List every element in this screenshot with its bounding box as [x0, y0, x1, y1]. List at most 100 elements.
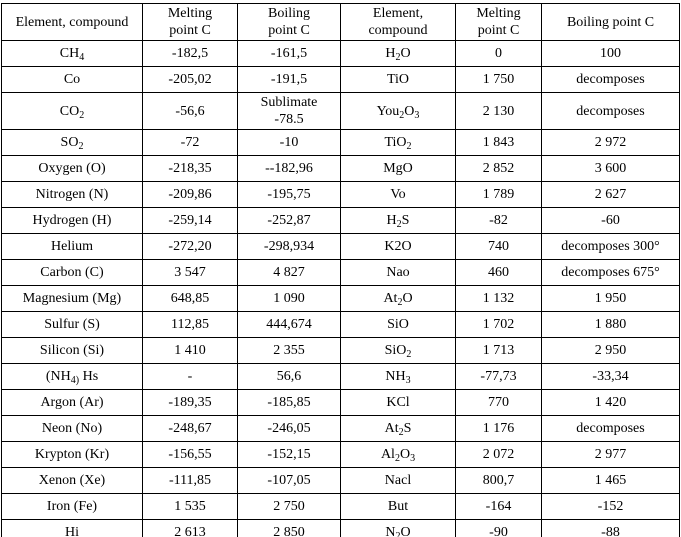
- table-row: Carbon (C) 3 547 4 827 Nao 460 decomposes 675…: [1, 259, 680, 286]
- table-row: Oxygen (O) -218,35 --182,96 MgO 2 852 3 600: [1, 155, 680, 182]
- boiling-point-cell: -195,75: [237, 181, 341, 208]
- melting-point-cell: 800,7: [455, 467, 542, 494]
- table-row: Argon (Ar) -189,35 -185,85 KCl 770 1 420: [1, 389, 680, 416]
- table-body: CH4 -182,5 -161,5 H2O 0 100 Co -205,02 -191,5 TiO…: [1, 40, 680, 537]
- melting-point-cell: -56,6: [142, 92, 238, 130]
- boiling-point-cell: 56,6: [237, 363, 341, 390]
- melting-point-cell: 0: [455, 40, 542, 67]
- column-header: Melting point C: [142, 3, 238, 41]
- element-cell: SO2: [1, 129, 143, 156]
- element-cell: N2O: [340, 519, 456, 537]
- boiling-point-cell: 2 750: [237, 493, 341, 520]
- element-cell: Al2O3: [340, 441, 456, 468]
- melting-point-cell: 1 410: [142, 337, 238, 364]
- melting-point-cell: 1 535: [142, 493, 238, 520]
- element-cell: Nitrogen (N): [1, 181, 143, 208]
- boiling-point-cell: decomposes: [541, 415, 680, 442]
- table-row: Krypton (Kr) -156,55 -152,15 Al2O3 2 072 2 97…: [1, 441, 680, 468]
- melting-point-cell: -111,85: [142, 467, 238, 494]
- element-cell: KCl: [340, 389, 456, 416]
- boiling-point-cell: 2 972: [541, 129, 680, 156]
- column-header: Element, compound: [340, 3, 456, 41]
- melting-point-cell: 1 750: [455, 66, 542, 93]
- boiling-point-cell: -185,85: [237, 389, 341, 416]
- melting-point-cell: -259,14: [142, 207, 238, 234]
- element-cell: Nacl: [340, 467, 456, 494]
- boiling-point-cell: -191,5: [237, 66, 341, 93]
- element-cell: TiO2: [340, 129, 456, 156]
- table-row: Hydrogen (H) -259,14 -252,87 H2S -82 -60: [1, 207, 680, 234]
- boiling-point-cell: -88: [541, 519, 680, 537]
- element-cell: Helium: [1, 233, 143, 260]
- melting-point-cell: -218,35: [142, 155, 238, 182]
- table-row: Silicon (Si) 1 410 2 355 SiO2 1 713 2 950: [1, 337, 680, 364]
- melting-point-cell: -248,67: [142, 415, 238, 442]
- melting-point-cell: 770: [455, 389, 542, 416]
- table-row: Helium -272,20 -298,934 K2O 740 decomposes 30…: [1, 233, 680, 260]
- boiling-point-cell: -298,934: [237, 233, 341, 260]
- boiling-point-cell: 2 977: [541, 441, 680, 468]
- boiling-point-cell: -33,34: [541, 363, 680, 390]
- boiling-point-cell: 444,674: [237, 311, 341, 338]
- element-cell: At2O: [340, 285, 456, 312]
- element-cell: SiO2: [340, 337, 456, 364]
- table-row: Nitrogen (N) -209,86 -195,75 Vo 1 789 2 627: [1, 181, 680, 208]
- element-cell: Vo: [340, 181, 456, 208]
- element-cell: Neon (No): [1, 415, 143, 442]
- table-row: Iron (Fe) 1 535 2 750 But -164 -152: [1, 493, 680, 520]
- boiling-point-cell: 4 827: [237, 259, 341, 286]
- melting-point-cell: -209,86: [142, 181, 238, 208]
- table-row: Magnesium (Mg) 648,85 1 090 At2O 1 132 1 950: [1, 285, 680, 312]
- element-cell: CO2: [1, 92, 143, 130]
- element-cell: H2O: [340, 40, 456, 67]
- melting-point-cell: -82: [455, 207, 542, 234]
- melting-point-cell: 740: [455, 233, 542, 260]
- table-row: Neon (No) -248,67 -246,05 At2S 1 176 decompos…: [1, 415, 680, 442]
- melting-point-cell: 1 702: [455, 311, 542, 338]
- element-cell: Krypton (Kr): [1, 441, 143, 468]
- element-cell: (NH4) Hs: [1, 363, 143, 390]
- element-cell: Argon (Ar): [1, 389, 143, 416]
- melting-point-cell: 460: [455, 259, 542, 286]
- melting-point-cell: 1 176: [455, 415, 542, 442]
- element-cell: Silicon (Si): [1, 337, 143, 364]
- boiling-point-cell: 1 950: [541, 285, 680, 312]
- table-row: CO2 -56,6 Sublimate -78.5 You2O3 2 130 decomp…: [1, 92, 680, 130]
- table-row: Xenon (Xe) -111,85 -107,05 Nacl 800,7 1 465: [1, 467, 680, 494]
- column-header: Boiling point C: [237, 3, 341, 41]
- element-cell: Sulfur (S): [1, 311, 143, 338]
- element-cell: But: [340, 493, 456, 520]
- table-row: (NH4) Hs -56,6 NH3 -77,73 -33,34: [1, 363, 680, 390]
- table-row: CH4 -182,5 -161,5 H2O 0 100: [1, 40, 680, 67]
- melting-point-cell: 112,85: [142, 311, 238, 338]
- melting-point-cell: -182,5: [142, 40, 238, 67]
- element-cell: Hi: [1, 519, 143, 537]
- boiling-point-cell: -152: [541, 493, 680, 520]
- element-cell: SiO: [340, 311, 456, 338]
- boiling-point-cell: 2 355: [237, 337, 341, 364]
- table-row: Sulfur (S) 112,85 444,674 SiO 1 702 1 880: [1, 311, 680, 338]
- melting-point-cell: -: [142, 363, 238, 390]
- boiling-point-cell: 2 950: [541, 337, 680, 364]
- header-row: Element, compound Melting point C Boiling …: [1, 3, 680, 41]
- melting-point-cell: -205,02: [142, 66, 238, 93]
- element-cell: Oxygen (O): [1, 155, 143, 182]
- boiling-point-cell: 1 880: [541, 311, 680, 338]
- table-row: Hi 2 613 2 850 N2O -90 -88: [1, 519, 680, 537]
- melting-point-cell: 1 132: [455, 285, 542, 312]
- boiling-point-cell: 2 627: [541, 181, 680, 208]
- boiling-point-cell: 1 420: [541, 389, 680, 416]
- melting-point-cell: -189,35: [142, 389, 238, 416]
- element-cell: K2O: [340, 233, 456, 260]
- column-header: Boiling point C: [541, 3, 680, 41]
- boiling-point-cell: -152,15: [237, 441, 341, 468]
- melting-point-cell: 3 547: [142, 259, 238, 286]
- column-header: Melting point C: [455, 3, 542, 41]
- boiling-point-cell: 1 090: [237, 285, 341, 312]
- boiling-point-cell: decomposes 675°: [541, 259, 680, 286]
- melting-point-cell: -272,20: [142, 233, 238, 260]
- boiling-point-cell: --182,96: [237, 155, 341, 182]
- table-row: SO2 -72 -10 TiO2 1 843 2 972: [1, 129, 680, 156]
- element-cell: CH4: [1, 40, 143, 67]
